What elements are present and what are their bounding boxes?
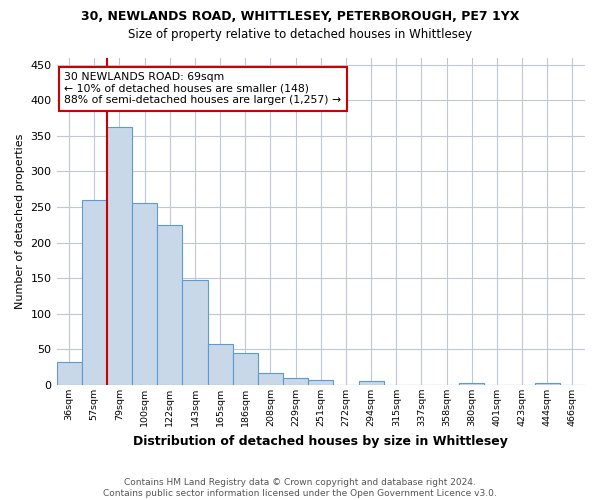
Bar [359, 382, 383, 385]
Bar [283, 378, 308, 385]
Text: 30 NEWLANDS ROAD: 69sqm
← 10% of detached houses are smaller (148)
88% of semi-d: 30 NEWLANDS ROAD: 69sqm ← 10% of detache… [64, 72, 341, 106]
Bar [459, 383, 484, 385]
Text: 30, NEWLANDS ROAD, WHITTLESEY, PETERBOROUGH, PE7 1YX: 30, NEWLANDS ROAD, WHITTLESEY, PETERBORO… [81, 10, 519, 23]
Bar [82, 200, 107, 385]
Bar [132, 204, 157, 385]
Bar [56, 362, 82, 385]
Text: Size of property relative to detached houses in Whittlesey: Size of property relative to detached ho… [128, 28, 472, 41]
Bar [107, 126, 132, 385]
Bar [208, 344, 233, 385]
Y-axis label: Number of detached properties: Number of detached properties [15, 134, 25, 309]
Bar [308, 380, 334, 385]
Bar [258, 373, 283, 385]
Bar [157, 226, 182, 385]
Bar [535, 383, 560, 385]
Bar [182, 280, 208, 385]
Bar [233, 353, 258, 385]
Text: Contains HM Land Registry data © Crown copyright and database right 2024.
Contai: Contains HM Land Registry data © Crown c… [103, 478, 497, 498]
X-axis label: Distribution of detached houses by size in Whittlesey: Distribution of detached houses by size … [133, 434, 508, 448]
